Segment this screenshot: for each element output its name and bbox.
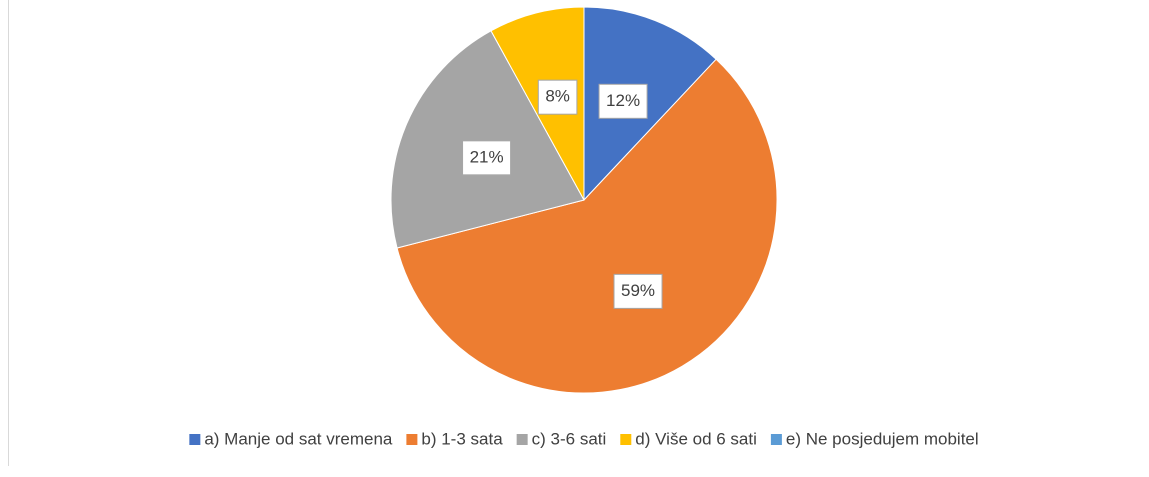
data-label: 8% xyxy=(545,87,570,106)
pie-slice xyxy=(396,58,778,394)
legend-swatch xyxy=(406,434,418,445)
legend-label: d) Više od 6 sati xyxy=(635,429,757,448)
legend-label: b) 1-3 sata xyxy=(421,429,503,448)
legend-swatch xyxy=(620,434,632,445)
data-label-box xyxy=(613,273,663,309)
data-label: 59% xyxy=(621,281,655,300)
legend-label: c) 3-6 sati xyxy=(532,429,607,448)
data-label: 21% xyxy=(470,147,504,166)
pie-slice xyxy=(583,6,717,202)
data-label-box xyxy=(598,83,648,119)
data-label-box xyxy=(462,140,512,176)
pie-slice xyxy=(490,6,585,201)
legend-swatch xyxy=(189,434,201,445)
data-label-box xyxy=(537,79,578,115)
pie-slice xyxy=(390,30,585,249)
data-label: 12% xyxy=(606,91,640,110)
legend-swatch xyxy=(516,434,528,445)
legend-swatch xyxy=(770,434,782,445)
legend-label: a) Manje od sat vremena xyxy=(204,429,393,448)
legend-label: e) Ne posjedujem mobitel xyxy=(786,429,979,448)
